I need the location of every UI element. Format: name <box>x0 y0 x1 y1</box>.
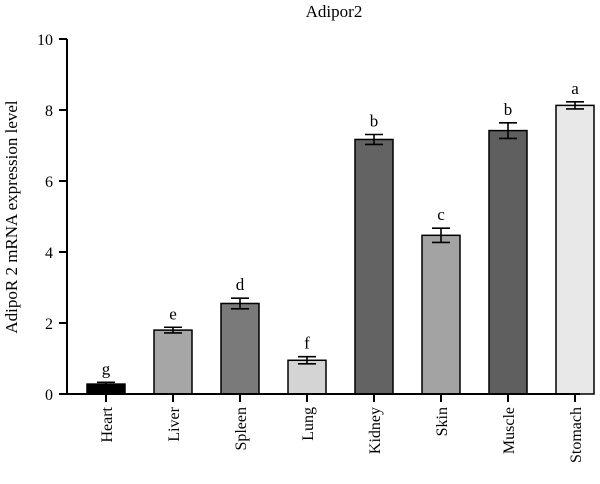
plot-area: g Heart e Liver d Spleen f Lung b Kidney c Skin b Mus… <box>37 32 595 463</box>
x-tick-label-spleen: Spleen <box>233 407 250 451</box>
significance-letter-liver: e <box>169 304 177 323</box>
y-tick-label-6: 6 <box>45 174 53 191</box>
significance-letter-lung: f <box>304 334 310 353</box>
chart-title: Adipor2 <box>306 2 363 21</box>
x-tick-label-skin: Skin <box>434 407 451 436</box>
significance-letter-stomach: a <box>571 79 579 98</box>
x-tick-label-lung: Lung <box>300 407 317 441</box>
bar-liver <box>153 329 193 395</box>
significance-letter-muscle: b <box>504 100 513 119</box>
significance-letter-spleen: d <box>236 275 245 294</box>
bar-stomach <box>555 104 595 395</box>
y-axis-label: AdipoR 2 mRNA expression level <box>2 100 21 334</box>
x-tick-label-heart: Heart <box>99 406 116 442</box>
y-tick-label-0: 0 <box>45 387 53 404</box>
bar-muscle <box>488 129 528 395</box>
y-tick-label-8: 8 <box>45 103 53 120</box>
bar-spleen <box>220 302 260 395</box>
bar-kidney <box>354 138 394 395</box>
y-tick-label-10: 10 <box>37 32 53 49</box>
x-tick-label-kidney: Kidney <box>367 407 384 454</box>
x-tick-label-muscle: Muscle <box>501 407 518 454</box>
significance-letter-heart: g <box>102 359 111 378</box>
x-tick-label-stomach: Stomach <box>568 407 585 463</box>
significance-letter-kidney: b <box>370 111 379 130</box>
x-tick-label-liver: Liver <box>166 406 183 441</box>
bar-skin <box>421 234 461 395</box>
bar-lung <box>287 359 327 395</box>
y-tick-label-2: 2 <box>45 316 53 333</box>
significance-letter-skin: c <box>437 205 445 224</box>
y-tick-label-4: 4 <box>45 245 53 262</box>
